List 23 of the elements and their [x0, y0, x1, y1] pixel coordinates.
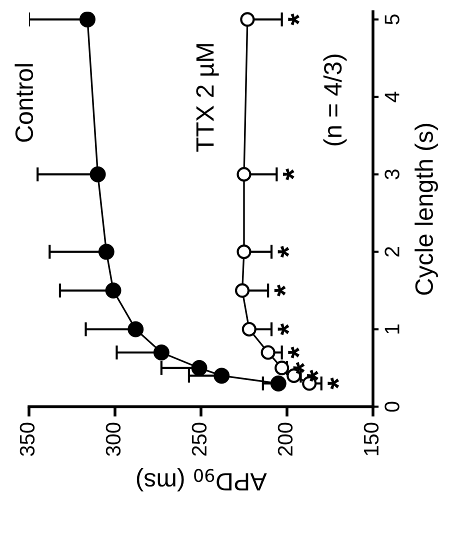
x-tick-label: 200	[278, 422, 293, 456]
annotation: (n = 4/3)	[323, 54, 347, 146]
y-tick-label: 2	[384, 247, 400, 257]
annotation: *	[278, 246, 290, 258]
y-tick-label: 5	[384, 14, 400, 24]
annotation: *	[274, 284, 286, 296]
text: TTX 2 µM	[196, 44, 219, 152]
y-tick-label: 1	[384, 324, 400, 334]
x-tick-label: 350	[20, 422, 35, 456]
annotation: *	[288, 14, 300, 26]
x-tick-label: 150	[364, 422, 379, 456]
annotation: *	[278, 323, 290, 336]
x-tick-label: 300	[106, 422, 121, 456]
annotation: *	[328, 378, 340, 390]
y-tick-label: 4	[384, 92, 400, 102]
y-tick-label: 0	[384, 402, 400, 412]
annotation: *	[288, 346, 300, 358]
y-tick-label: 3	[384, 169, 400, 180]
annotation: *	[283, 168, 294, 180]
x-tick-label: 250	[192, 422, 207, 456]
text: Control	[14, 64, 34, 142]
y-axis-title: Cycle length (s)	[414, 124, 438, 295]
x-axis-title: APD$_{90}$ (ms)	[136, 468, 267, 492]
